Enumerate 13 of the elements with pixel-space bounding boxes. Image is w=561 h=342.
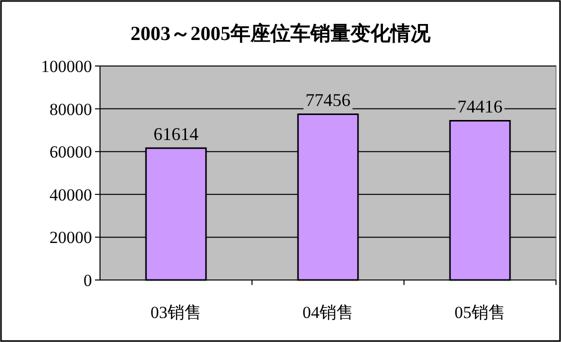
y-tick-label: 40000 bbox=[50, 185, 92, 204]
data-label: 61614 bbox=[154, 124, 198, 144]
data-label: 74416 bbox=[458, 96, 502, 117]
x-tick-label: 04销售 bbox=[302, 303, 354, 322]
x-tick-label: 05销售 bbox=[454, 303, 506, 322]
y-tick-label: 60000 bbox=[50, 142, 92, 162]
y-tick-label: 20000 bbox=[50, 228, 92, 248]
x-tick-label: 03销售 bbox=[150, 303, 202, 322]
y-tick-label: 100000 bbox=[41, 57, 92, 76]
y-tick-label: 80000 bbox=[50, 100, 92, 119]
data-label: 77456 bbox=[306, 90, 350, 110]
y-tick-label: 0 bbox=[84, 271, 92, 290]
chart-title: 2003～2005年座位车销量变化情况 bbox=[130, 22, 432, 45]
